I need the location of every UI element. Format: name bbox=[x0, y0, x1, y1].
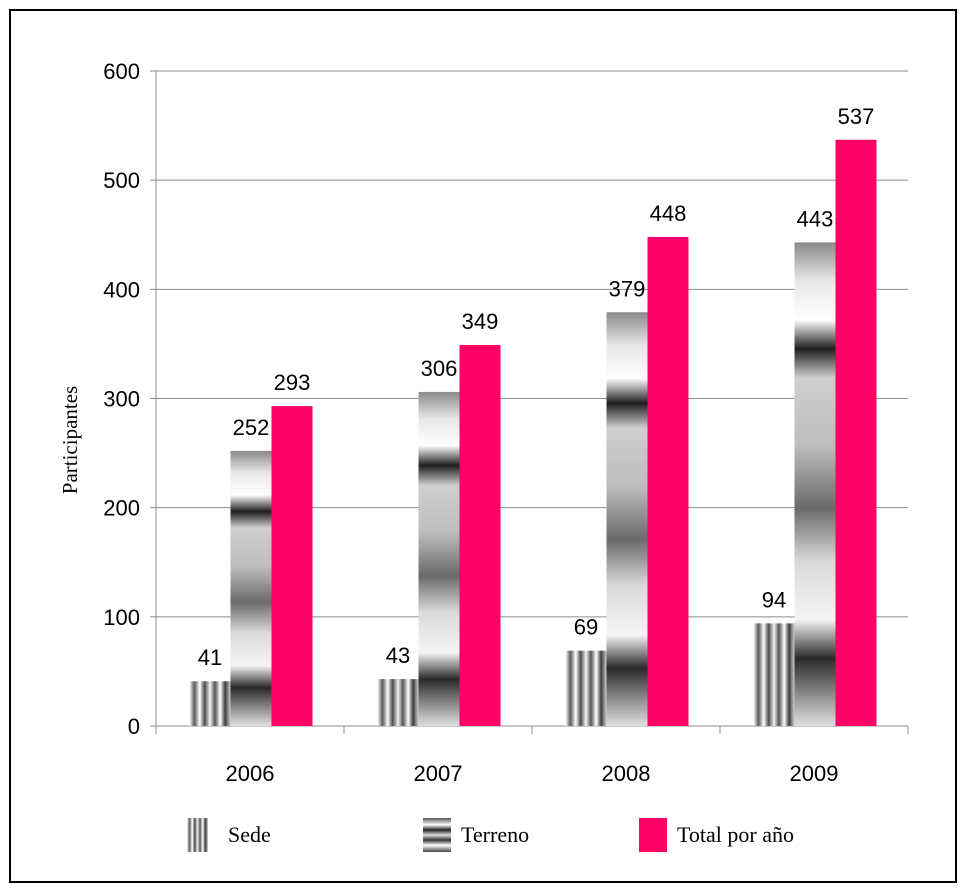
y-axis-ticks: 0 100 200 300 400 500 600 bbox=[103, 59, 140, 739]
bar-sede bbox=[753, 623, 795, 726]
y-tick-label: 400 bbox=[103, 277, 140, 302]
y-axis-label: Participantes bbox=[58, 386, 82, 494]
bar-total bbox=[835, 139, 877, 726]
bar-terreno bbox=[794, 242, 836, 726]
data-label: 69 bbox=[574, 615, 598, 640]
data-label: 43 bbox=[386, 643, 410, 668]
x-tick-label: 2006 bbox=[226, 761, 275, 786]
x-tick-label: 2009 bbox=[790, 761, 839, 786]
bar-sede bbox=[377, 679, 419, 726]
y-tick-label: 200 bbox=[103, 496, 140, 521]
y-tick-label: 300 bbox=[103, 387, 140, 412]
y-tick-label: 0 bbox=[128, 714, 140, 739]
legend-label-sede: Sede bbox=[228, 822, 271, 847]
bar-total bbox=[647, 236, 689, 726]
data-label: 306 bbox=[421, 356, 458, 381]
data-label: 448 bbox=[650, 201, 687, 226]
bar-sede bbox=[189, 681, 231, 726]
data-label: 94 bbox=[762, 587, 786, 612]
y-tick-label: 500 bbox=[103, 168, 140, 193]
data-label: 379 bbox=[609, 276, 646, 301]
legend-label-total: Total por año bbox=[677, 822, 794, 847]
legend-swatch-terreno bbox=[423, 818, 451, 852]
bars bbox=[189, 139, 877, 726]
bar-sede bbox=[565, 650, 607, 726]
bar-terreno bbox=[606, 312, 648, 726]
y-tick-label: 100 bbox=[103, 605, 140, 630]
bar-terreno bbox=[418, 391, 460, 726]
y-tick-label: 600 bbox=[103, 59, 140, 84]
x-axis-ticks: 2006 2007 2008 2009 bbox=[226, 761, 839, 786]
bar-total bbox=[271, 406, 313, 726]
data-label: 252 bbox=[233, 415, 270, 440]
data-label: 293 bbox=[274, 370, 311, 395]
bar-terreno bbox=[230, 450, 272, 726]
x-tick-label: 2008 bbox=[602, 761, 651, 786]
legend-label-terreno: Terreno bbox=[461, 822, 529, 847]
data-label: 41 bbox=[198, 645, 222, 670]
x-tick-label: 2007 bbox=[414, 761, 463, 786]
bar-total bbox=[459, 345, 501, 726]
data-label: 537 bbox=[838, 104, 875, 129]
data-label: 349 bbox=[462, 309, 499, 334]
legend: Sede Terreno Total por año bbox=[187, 818, 794, 852]
data-label: 443 bbox=[797, 206, 834, 231]
legend-swatch-total bbox=[639, 818, 667, 852]
legend-swatch-sede bbox=[187, 818, 208, 852]
